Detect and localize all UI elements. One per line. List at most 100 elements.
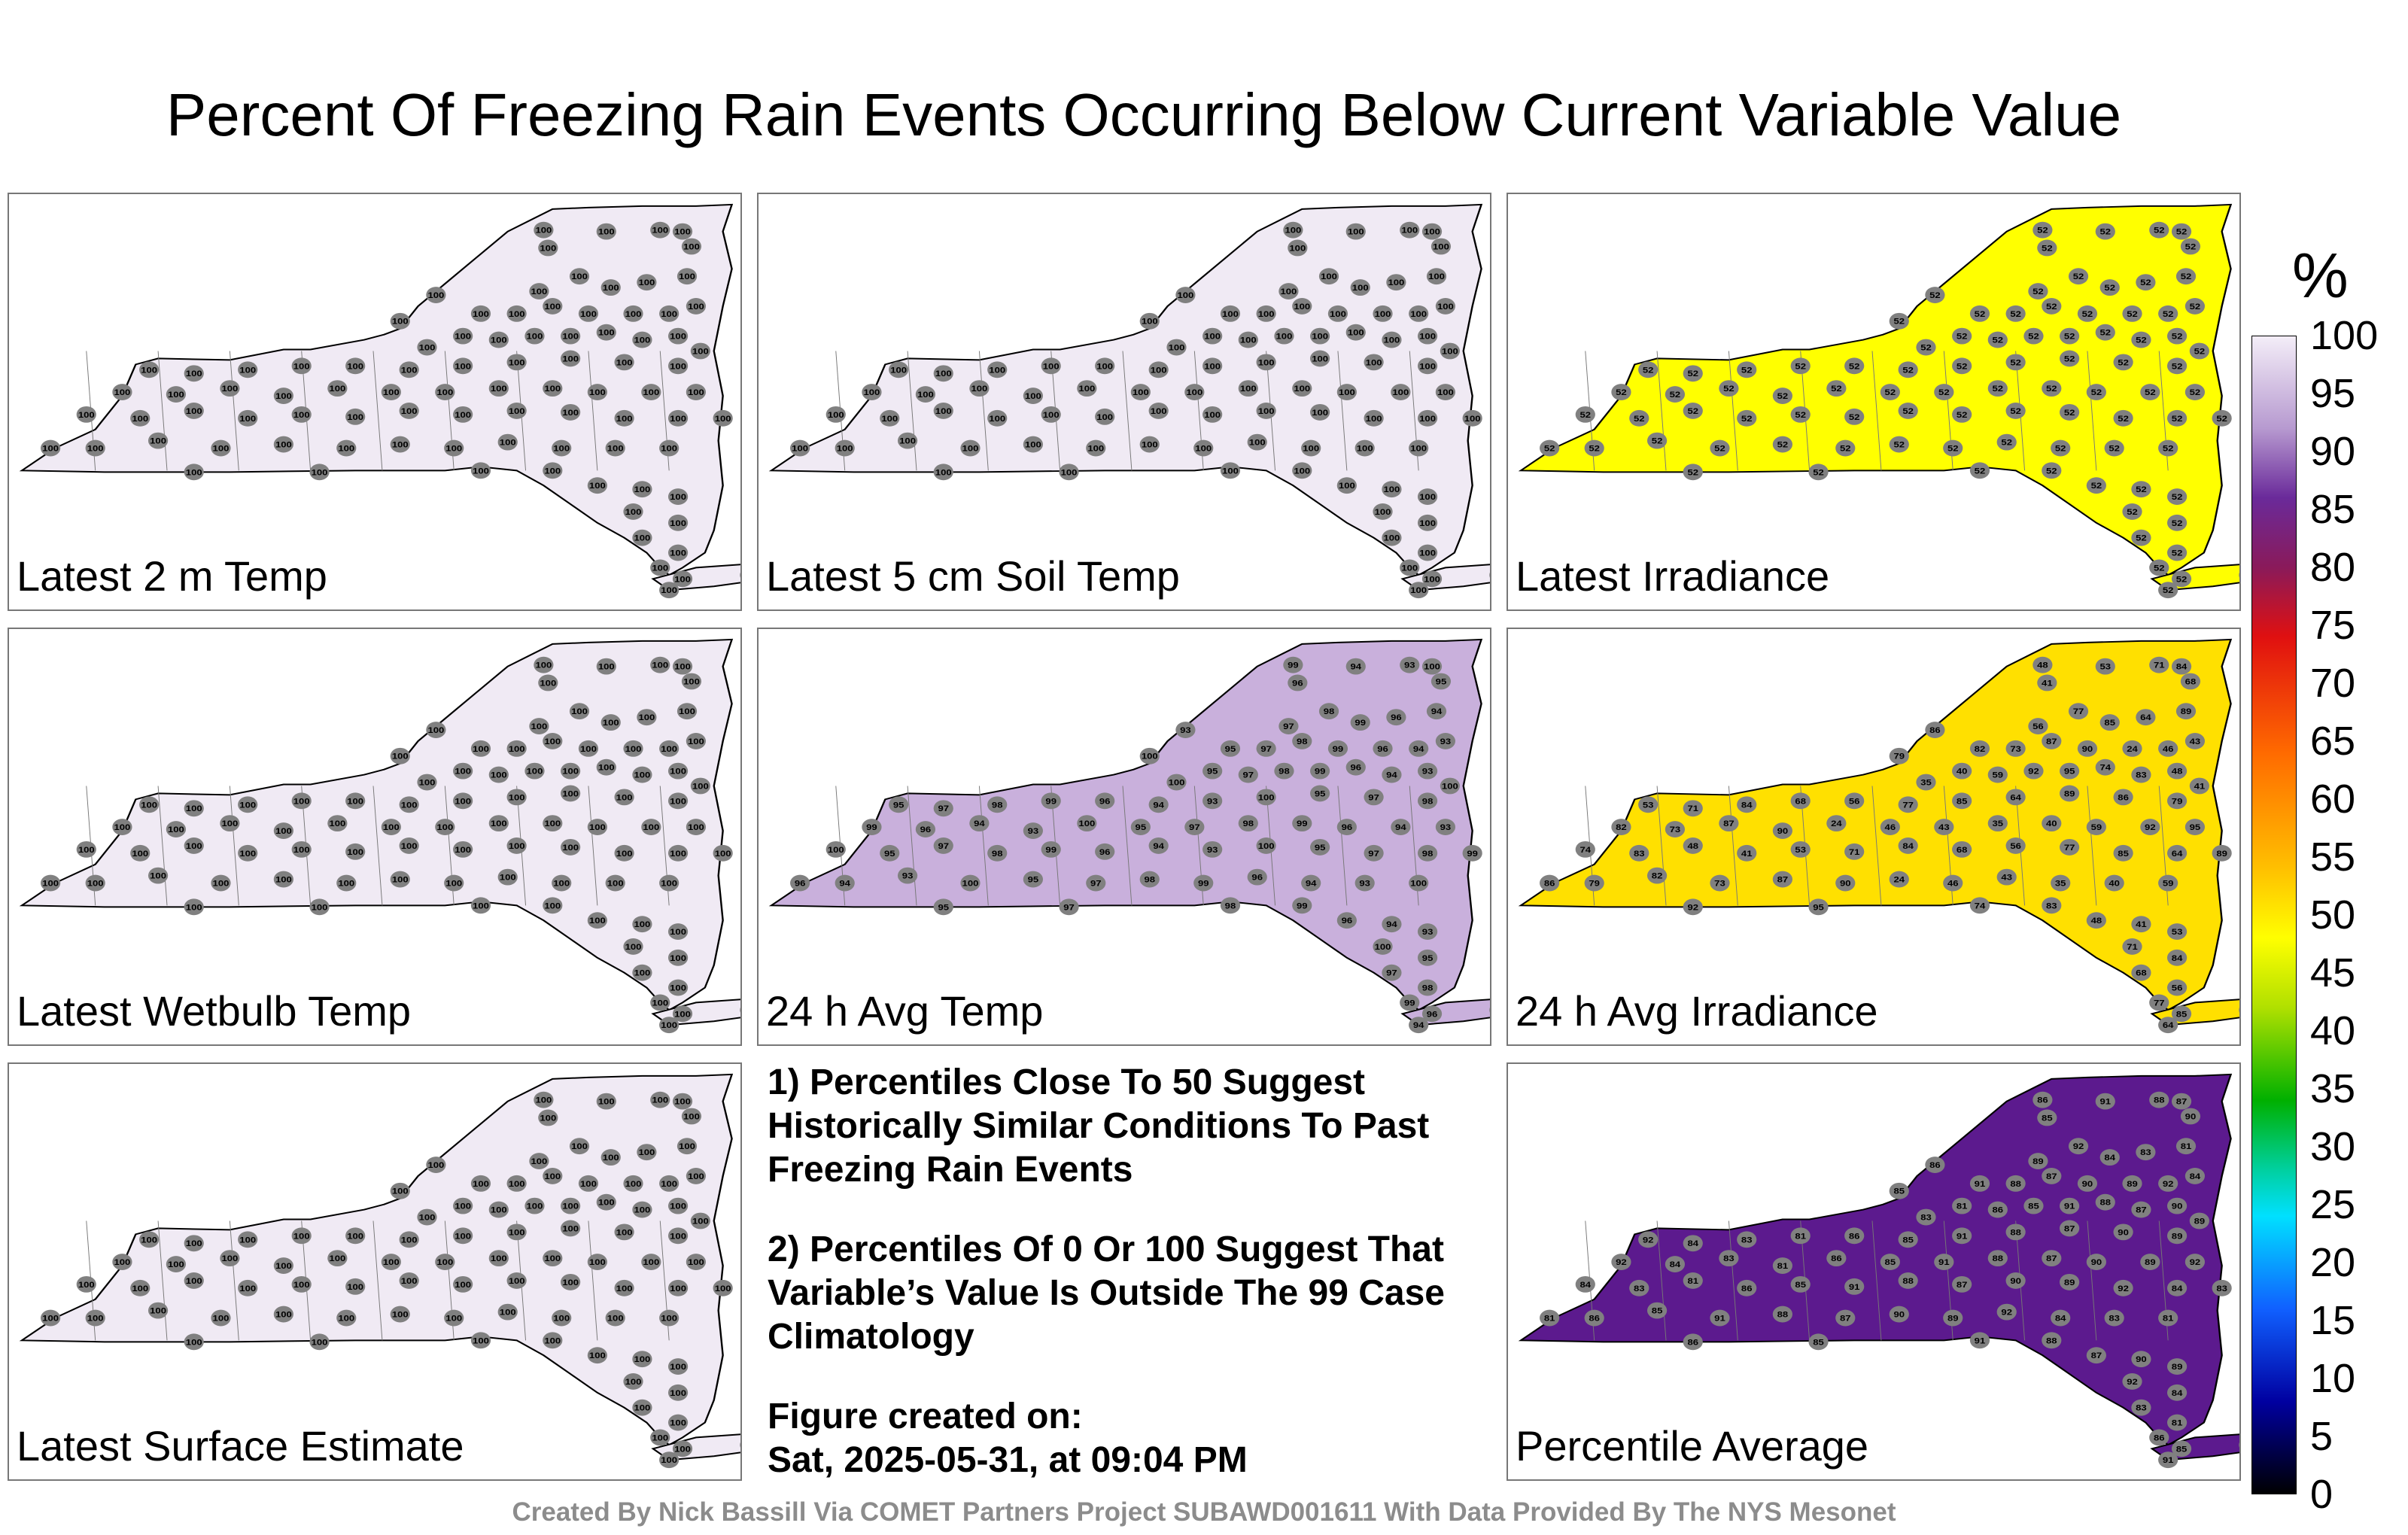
station-value: 95 — [1225, 744, 1236, 754]
station-marker — [2166, 1197, 2188, 1214]
county-boundary — [2087, 1220, 2097, 1341]
station-marker — [453, 327, 473, 345]
station-marker — [659, 439, 680, 457]
station-value: 85 — [1813, 1337, 1824, 1347]
station-value: 91 — [2163, 1455, 2174, 1465]
station-value: 94 — [1153, 800, 1164, 810]
station-marker — [345, 792, 366, 810]
station-value: 52 — [1902, 406, 1914, 416]
station-marker — [1202, 792, 1223, 810]
station-value: 94 — [1431, 707, 1443, 716]
station-marker — [1256, 402, 1276, 419]
station-value: 43 — [2190, 737, 2201, 746]
station-marker — [969, 380, 990, 397]
station-marker — [681, 673, 702, 690]
station-marker — [587, 819, 607, 836]
station-marker — [1077, 815, 1097, 832]
station-value: 40 — [2046, 819, 2057, 828]
station-value: 79 — [1893, 752, 1905, 761]
station-marker — [1431, 673, 1452, 690]
station-value: 52 — [2042, 243, 2053, 253]
station-value: 92 — [1643, 1235, 1654, 1245]
station-marker — [686, 384, 707, 401]
station-marker — [2086, 1254, 2106, 1271]
station-marker — [561, 327, 581, 345]
station-marker — [632, 1399, 652, 1416]
station-value: 82 — [1616, 822, 1627, 832]
station-marker — [2166, 327, 2188, 345]
station-marker — [1719, 815, 1739, 832]
station-marker — [1489, 572, 1490, 578]
station-marker — [1987, 1201, 2008, 1218]
station-value: 83 — [2046, 901, 2057, 910]
station-value: 100 — [562, 1202, 579, 1211]
station-value: 100 — [132, 849, 148, 859]
station-value: 95 — [1813, 902, 1824, 912]
station-marker — [1435, 733, 1456, 749]
station-value: 52 — [2136, 336, 2147, 345]
station-value: 52 — [1687, 369, 1698, 378]
station-value: 81 — [1795, 1231, 1806, 1241]
station-value: 100 — [455, 410, 471, 420]
station-marker — [614, 1279, 634, 1296]
station-value: 85 — [2104, 718, 2115, 728]
station-value: 100 — [213, 444, 230, 454]
station-value: 52 — [2010, 406, 2021, 416]
station-value: 100 — [670, 361, 686, 371]
station-value: 52 — [2172, 549, 2183, 558]
station-value: 100 — [1240, 336, 1257, 345]
station-value: 100 — [679, 1141, 695, 1151]
station-value: 100 — [168, 1260, 184, 1269]
station-value: 100 — [571, 1141, 588, 1151]
note-2: 2) Percentiles Of 0 Or 100 Suggest That … — [768, 1230, 1445, 1357]
station-value: 52 — [1544, 444, 1555, 454]
station-value: 100 — [419, 1213, 436, 1223]
station-value: 100 — [616, 849, 633, 859]
station-value: 84 — [2172, 1388, 2183, 1398]
station-value: 100 — [392, 1310, 409, 1320]
station-value: 100 — [1285, 226, 1301, 236]
station-value: 100 — [275, 826, 292, 836]
station-marker — [417, 774, 437, 791]
station-marker — [1683, 1333, 1703, 1351]
station-value: 100 — [571, 707, 588, 716]
station-value: 100 — [78, 410, 95, 420]
station-marker — [2122, 1373, 2142, 1390]
station-value: 100 — [383, 822, 400, 832]
station-marker — [399, 361, 419, 378]
station-marker — [2095, 223, 2115, 240]
station-marker — [1969, 305, 1990, 322]
station-value: 96 — [920, 825, 932, 834]
colorbar-tick-label: 80 — [2310, 545, 2356, 590]
station-value: 100 — [239, 800, 256, 810]
station-marker — [488, 1250, 509, 1267]
station-marker — [524, 327, 545, 345]
station-marker — [2005, 305, 2026, 322]
station-value: 100 — [186, 1276, 202, 1286]
station-value: 100 — [491, 384, 507, 394]
station-marker — [2068, 1138, 2089, 1155]
station-marker — [667, 792, 689, 810]
station-value: 52 — [1579, 410, 1591, 420]
station-marker — [506, 1223, 527, 1241]
station-value: 48 — [2037, 661, 2048, 670]
station-value: 100 — [553, 1314, 570, 1324]
station-value: 59 — [2163, 879, 2174, 889]
station-value: 100 — [540, 1113, 556, 1123]
station-marker — [2175, 268, 2197, 285]
station-marker — [1417, 357, 1438, 375]
station-marker — [1943, 439, 1963, 457]
station-marker — [623, 740, 643, 757]
station-marker — [1256, 740, 1276, 757]
station-value: 100 — [1339, 388, 1355, 397]
station-value: 46 — [1885, 822, 1896, 832]
station-marker — [1790, 840, 1811, 858]
county-boundary — [907, 351, 917, 471]
station-marker — [1835, 439, 1856, 457]
station-value: 52 — [1885, 388, 1896, 397]
station-value: 100 — [562, 789, 579, 798]
station-value: 100 — [419, 343, 436, 353]
station-value: 52 — [1831, 384, 1842, 394]
station-marker — [1889, 312, 1909, 330]
